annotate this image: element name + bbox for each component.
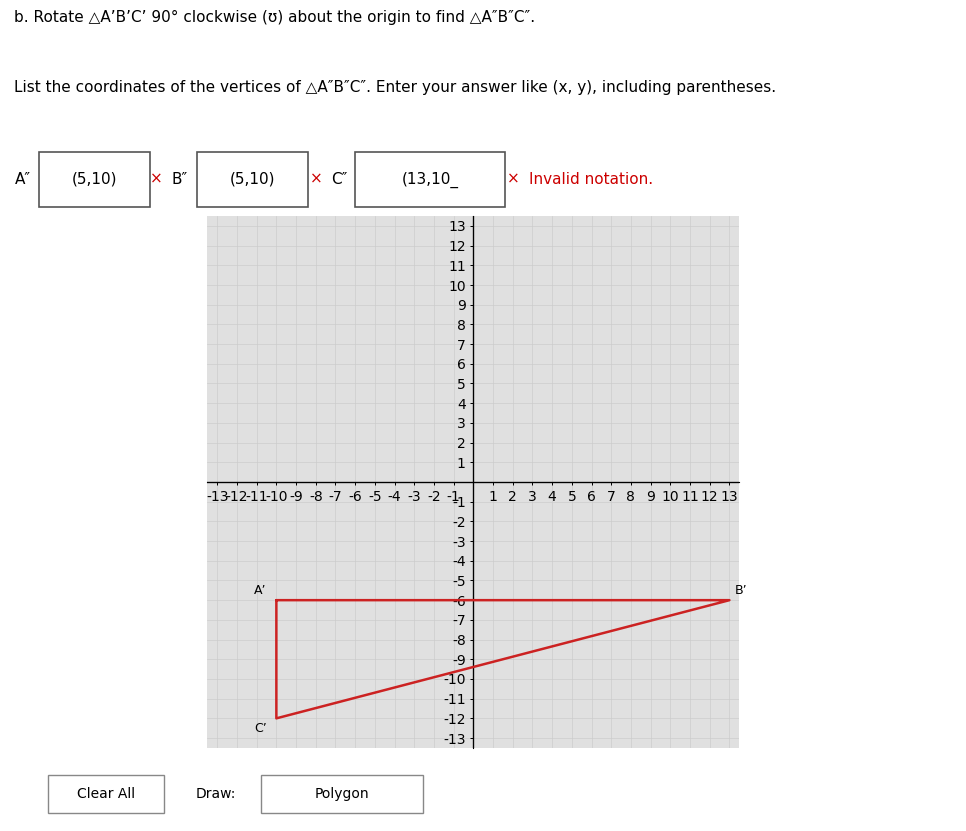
Text: ×: × [506, 172, 520, 187]
FancyBboxPatch shape [48, 774, 164, 814]
FancyBboxPatch shape [261, 774, 423, 814]
Text: ×: × [150, 172, 163, 187]
Text: Draw:: Draw: [195, 787, 236, 801]
Text: (5,10): (5,10) [71, 172, 117, 187]
FancyBboxPatch shape [39, 151, 150, 208]
Text: Polygon: Polygon [315, 787, 369, 801]
Text: ×: × [309, 172, 323, 187]
FancyBboxPatch shape [197, 151, 308, 208]
Text: b. Rotate △A’B’C’ 90° clockwise (ʊ) about the origin to find △A″B″C″.: b. Rotate △A’B’C’ 90° clockwise (ʊ) abou… [14, 10, 535, 25]
Text: B″: B″ [172, 172, 188, 187]
Text: Invalid notation.: Invalid notation. [529, 172, 653, 187]
Text: B’: B’ [735, 584, 748, 597]
Text: List the coordinates of the vertices of △A″B″C″. Enter your answer like (x, y), : List the coordinates of the vertices of … [14, 80, 777, 95]
Text: Clear All: Clear All [77, 787, 135, 801]
FancyBboxPatch shape [355, 151, 505, 208]
Text: (5,10): (5,10) [230, 172, 275, 187]
Text: (13,10_: (13,10_ [401, 171, 459, 188]
Text: C″: C″ [331, 172, 348, 187]
Text: C’: C’ [254, 721, 267, 735]
Text: A’: A’ [254, 584, 267, 597]
Text: A″: A″ [14, 172, 31, 187]
